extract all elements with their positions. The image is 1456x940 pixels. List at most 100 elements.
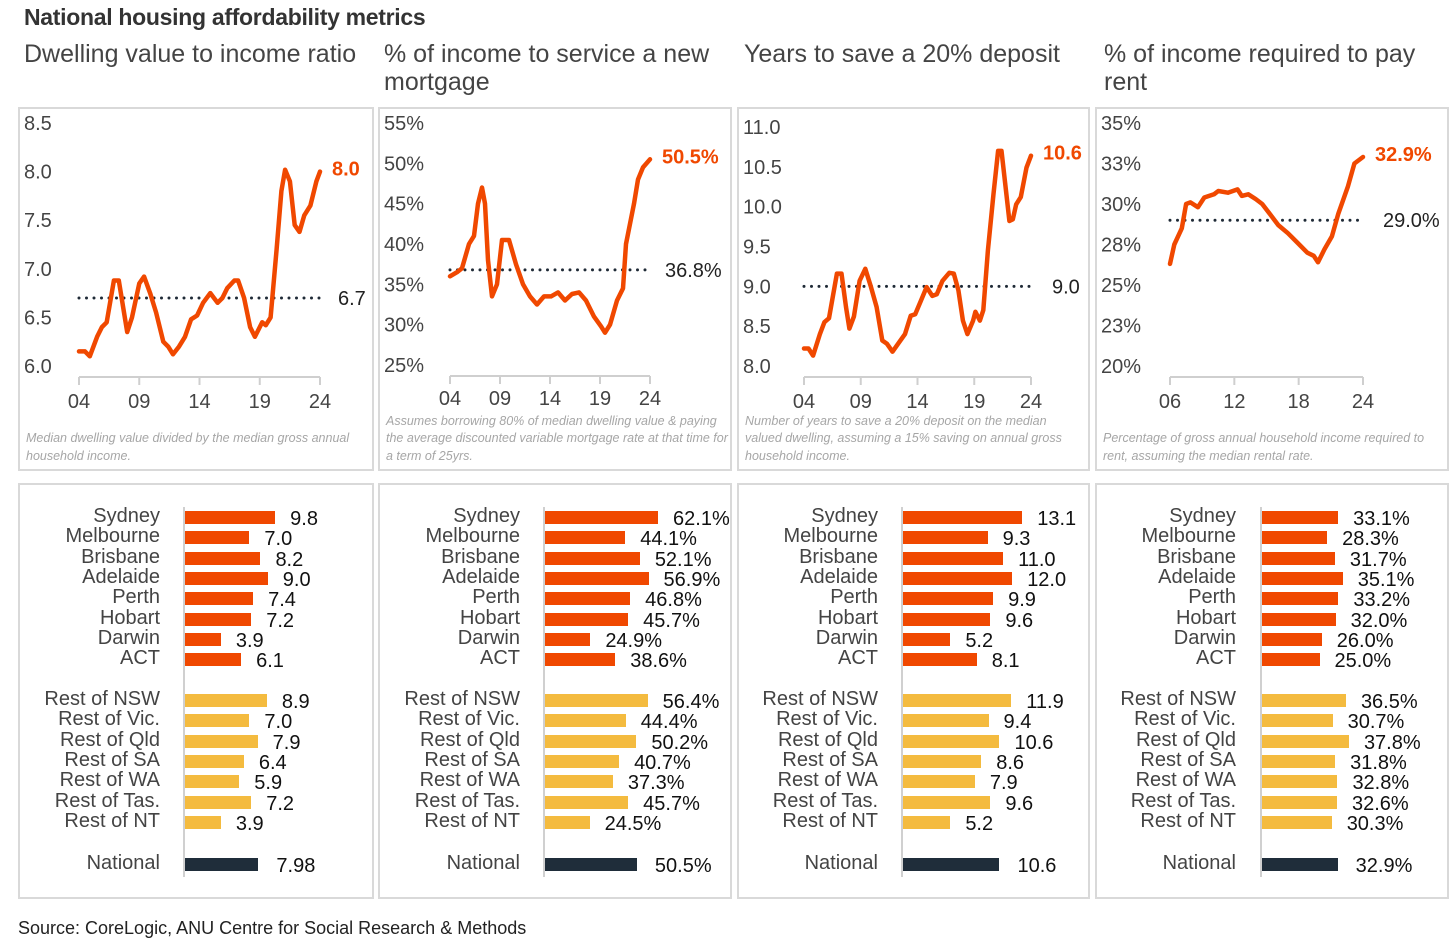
bar-value-label: 7.9 <box>272 731 301 754</box>
bar-value-label: 37.8% <box>1363 731 1421 754</box>
bar-value-label: 25.0% <box>1334 650 1392 673</box>
bar-category-label: Hobart <box>1175 606 1236 629</box>
bar-category-label: ACT <box>1196 647 1236 670</box>
bar <box>545 653 616 667</box>
bar-category-label: Darwin <box>1173 626 1236 649</box>
bar-value-label: 46.8% <box>645 589 702 612</box>
bar <box>903 653 977 667</box>
bar-value-label: 38.6% <box>630 650 687 673</box>
bar <box>1262 734 1349 748</box>
bar-value-label: 40.7% <box>634 751 691 774</box>
y-tick-label: 7.5 <box>24 210 52 232</box>
y-tick-label: 25% <box>384 355 424 377</box>
bar-category-label: Perth <box>830 586 878 609</box>
bar-value-label: 28.3% <box>1342 528 1399 551</box>
bar <box>1262 592 1339 606</box>
bar-value-label: 11.9 <box>1026 691 1064 713</box>
bar-category-label: National <box>86 852 160 874</box>
y-tick-label: 33% <box>1101 154 1141 176</box>
bar-value-label: 30.7% <box>1347 711 1405 734</box>
bar-category-label: ACT <box>480 647 520 670</box>
bar-category-label: Hobart <box>459 606 520 629</box>
bar <box>545 551 640 565</box>
bar-category-label: Brisbane <box>441 545 520 568</box>
x-tick-label: 06 <box>1159 391 1181 413</box>
bar-category-label: Rest of WA <box>1135 769 1236 792</box>
bar <box>903 632 951 646</box>
bar-value-label: 24.5% <box>604 812 662 835</box>
bar-value-label: 37.3% <box>627 772 685 795</box>
footnote: Number of years to save a 20% deposit on… <box>745 413 1062 463</box>
bar-value-label: 62.1% <box>673 508 730 530</box>
bar-value-label: 50.2% <box>651 731 709 754</box>
bar-category-label: Rest of Tas. <box>414 789 520 812</box>
series-line <box>1167 154 1366 267</box>
x-tick-label: 19 <box>249 391 271 413</box>
bar-category-label: Rest of SA <box>782 748 878 771</box>
bar-value-label: 3.9 <box>235 629 264 652</box>
x-tick-label: 04 <box>439 388 461 410</box>
line-chart-panel: 35% 33% 30% 28% 25% 23% 20% 06 12 18 24 29.0% 32.9% P… <box>1095 107 1449 471</box>
bar-value-label: 32.0% <box>1350 609 1408 632</box>
x-tick-label: 12 <box>1223 391 1245 413</box>
bar-category-label: Melbourne <box>65 525 160 548</box>
x-tick-label: 09 <box>489 388 511 410</box>
bar-value-label: 50.5% <box>654 855 712 877</box>
end-value-label: 10.6 <box>1043 143 1082 165</box>
bar <box>545 632 591 646</box>
bar-category-label: Rest of SA <box>1140 748 1236 771</box>
bar <box>903 592 994 606</box>
bar-value-label: 9.6 <box>1005 609 1034 632</box>
bar <box>545 531 626 545</box>
bar-category-label: Brisbane <box>1157 545 1236 568</box>
x-tick-label: 24 <box>1352 391 1374 413</box>
bar <box>545 795 629 809</box>
bar-category-label: Sydney <box>453 505 520 527</box>
bar <box>185 632 221 646</box>
bar-value-label: 7.9 <box>989 772 1018 795</box>
bar-value-label: 5.2 <box>965 629 994 652</box>
bar-category-label: Sydney <box>1169 505 1236 527</box>
bar-value-label: 13.1 <box>1037 508 1077 530</box>
bar-axis <box>543 507 545 877</box>
y-tick-label: 50% <box>384 153 424 175</box>
y-tick-label: 9.0 <box>743 276 771 298</box>
bar-axis <box>183 507 185 877</box>
bar-value-label: 7.2 <box>266 609 295 632</box>
bar-category-label: Perth <box>472 586 520 609</box>
bar-category-label: Rest of WA <box>419 769 520 792</box>
bar <box>903 754 982 768</box>
bar <box>903 571 1013 585</box>
bar-category-label: Rest of Vic. <box>1134 708 1236 731</box>
bar-value-label: 44.4% <box>640 711 698 734</box>
bar <box>185 795 252 809</box>
bar-value-label: 56.4% <box>662 691 720 713</box>
bar <box>1262 511 1339 524</box>
bar <box>185 734 258 748</box>
bar-value-label: 32.9% <box>1355 855 1413 877</box>
bar <box>1262 571 1343 585</box>
x-tick-label: 09 <box>128 391 150 413</box>
bar-category-label: Darwin <box>97 626 160 649</box>
x-tick-label: 14 <box>188 391 210 413</box>
bar-category-label: Adelaide <box>442 565 520 588</box>
bar <box>545 612 629 626</box>
bar <box>1262 632 1322 646</box>
bar-value-label: 44.1% <box>640 528 697 551</box>
bar <box>185 694 267 707</box>
line-chart-panel: 11.0 10.5 10.0 9.5 9.0 8.5 8.0 04 09 14 19 24 9.0 10.… <box>737 107 1090 471</box>
bar-category-label: Rest of WA <box>59 769 160 792</box>
bar <box>1262 754 1336 768</box>
bar-value-label: 6.4 <box>258 751 287 774</box>
bar <box>903 795 991 809</box>
bar-category-label: ACT <box>120 647 160 670</box>
series-line <box>447 157 653 335</box>
source-note: Source: CoreLogic, ANU Centre for Social… <box>18 918 527 938</box>
average-label: 6.7 <box>338 288 366 310</box>
bar <box>903 815 951 829</box>
bar-chart-panel <box>378 483 732 899</box>
line-chart-panel: 8.5 8.0 7.5 7.0 6.5 6.0 04 09 14 19 24 6.7 8.0 Median… <box>18 107 374 471</box>
bar-value-label: 33.1% <box>1353 508 1410 530</box>
y-tick-label: 23% <box>1101 316 1141 338</box>
bar <box>1262 612 1336 626</box>
